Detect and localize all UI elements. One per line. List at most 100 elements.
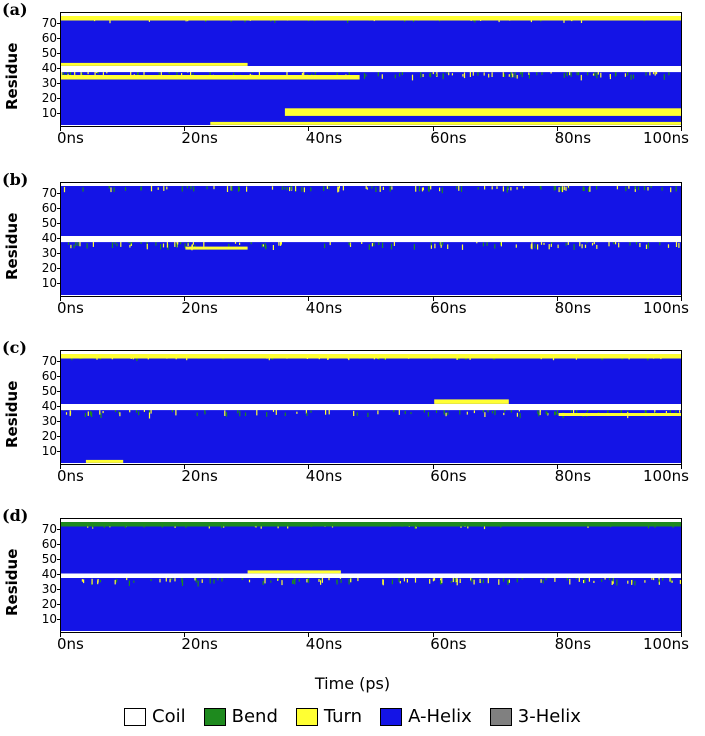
noise-mark xyxy=(110,187,112,193)
noise-mark xyxy=(286,71,288,77)
noise-mark xyxy=(262,580,264,585)
x-tick-label: 80ns xyxy=(554,299,592,317)
noise-mark xyxy=(100,413,102,418)
noise-mark xyxy=(194,576,196,581)
noise-mark xyxy=(367,412,369,417)
noise-mark xyxy=(665,411,667,415)
noise-mark xyxy=(580,74,582,81)
noise-mark xyxy=(157,187,159,190)
noise-mark xyxy=(174,578,176,582)
noise-mark xyxy=(160,244,162,250)
y-tick-label: 40 xyxy=(41,60,57,75)
noise-mark xyxy=(631,580,633,585)
noise-mark xyxy=(477,71,479,76)
noise-mark xyxy=(499,242,502,245)
noise-mark xyxy=(662,577,664,581)
noise-mark xyxy=(186,185,188,189)
noise-mark xyxy=(456,578,458,582)
noise-mark xyxy=(436,71,438,77)
noise-mark xyxy=(593,241,595,245)
noise-mark xyxy=(466,411,468,415)
noise-mark xyxy=(558,187,560,193)
noise-mark xyxy=(471,578,473,583)
noise-mark xyxy=(647,242,649,249)
noise-mark xyxy=(284,187,286,190)
noise-mark xyxy=(542,580,544,584)
noise-mark xyxy=(204,409,206,413)
noise-mark xyxy=(348,70,350,76)
state-band-turn xyxy=(185,246,248,250)
dssp-heatmap xyxy=(61,519,681,632)
y-tick-label: 70 xyxy=(41,353,57,368)
noise-mark xyxy=(512,73,514,78)
noise-mark xyxy=(502,186,504,192)
noise-mark xyxy=(440,244,442,248)
state-band-coil xyxy=(61,66,681,73)
y-tick-label: 30 xyxy=(41,246,57,261)
noise-mark xyxy=(221,578,223,582)
state-band-turn xyxy=(210,121,681,125)
noise-mark xyxy=(69,71,72,77)
noise-mark xyxy=(587,409,589,412)
noise-mark xyxy=(576,409,578,414)
state-band-coil xyxy=(61,236,681,243)
y-tick-mark xyxy=(57,421,61,423)
noise-mark xyxy=(596,244,598,249)
noise-mark xyxy=(487,577,489,584)
noise-mark xyxy=(494,409,496,416)
noise-mark xyxy=(675,241,678,247)
y-axis-title: Residue xyxy=(3,548,21,616)
noise-mark xyxy=(365,74,367,77)
noise-mark xyxy=(450,580,452,583)
noise-mark xyxy=(293,579,295,584)
noise-mark xyxy=(181,580,184,586)
noise-mark xyxy=(129,244,131,248)
noise-mark xyxy=(658,581,660,585)
noise-mark xyxy=(196,412,198,417)
noise-mark xyxy=(557,244,559,249)
noise-mark xyxy=(637,186,640,191)
x-axis-title: Time (ps) xyxy=(314,674,391,693)
state-band-coil xyxy=(61,13,681,16)
noise-mark xyxy=(578,577,580,582)
noise-mark xyxy=(534,243,536,249)
noise-mark xyxy=(566,576,568,581)
noise-mark xyxy=(430,242,432,246)
y-tick-label: 20 xyxy=(41,429,57,444)
noise-mark xyxy=(650,185,652,189)
noise-mark xyxy=(556,410,559,415)
state-band-turn xyxy=(61,62,248,66)
noise-mark xyxy=(140,186,142,191)
noise-mark xyxy=(336,579,338,583)
y-tick-mark xyxy=(57,436,61,438)
noise-mark xyxy=(174,241,176,247)
noise-mark xyxy=(150,185,153,192)
noise-mark xyxy=(500,240,502,247)
noise-mark xyxy=(264,243,266,249)
noise-mark xyxy=(469,71,471,77)
noise-mark xyxy=(663,74,665,80)
y-tick-mark xyxy=(57,83,61,85)
noise-mark xyxy=(539,186,541,189)
noise-mark xyxy=(573,409,575,415)
x-tick-label: 80ns xyxy=(554,467,592,485)
noise-mark xyxy=(67,71,69,74)
noise-mark xyxy=(231,185,233,191)
y-tick-mark xyxy=(57,573,61,575)
noise-mark xyxy=(537,244,539,250)
y-tick-label: 20 xyxy=(41,261,57,276)
noise-mark xyxy=(519,71,522,75)
x-tick-label: 40ns xyxy=(305,467,343,485)
noise-mark xyxy=(261,243,263,248)
noise-mark xyxy=(166,186,168,190)
noise-mark xyxy=(328,409,330,415)
noise-mark xyxy=(135,409,138,413)
noise-mark xyxy=(318,578,320,582)
noise-mark xyxy=(476,241,478,244)
noise-mark xyxy=(290,185,292,190)
noise-mark xyxy=(398,578,400,582)
noise-mark xyxy=(241,577,243,581)
noise-mark xyxy=(441,187,443,194)
y-tick-label: 50 xyxy=(41,551,57,566)
noise-mark xyxy=(204,411,206,415)
